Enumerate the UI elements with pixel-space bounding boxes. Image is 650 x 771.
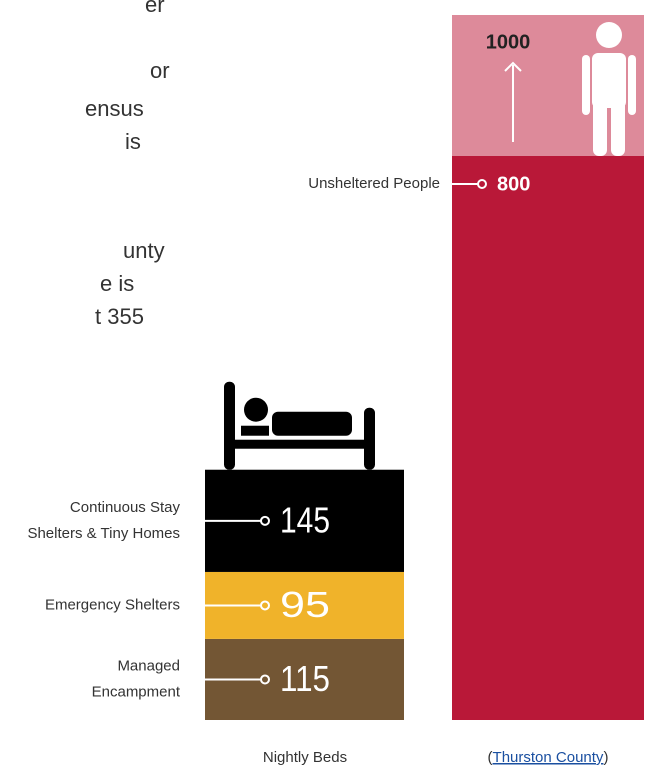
value-label: 145 [280, 499, 330, 540]
segment-label: Emergency Shelters [45, 596, 180, 613]
segment-label: Managed [117, 657, 180, 674]
text-fragment: er [145, 0, 165, 17]
person-arm [582, 55, 590, 115]
text-fragment: t 355 [95, 304, 144, 329]
person-torso [592, 53, 626, 108]
leader-dot [477, 179, 487, 189]
segment-label: Continuous Stay [70, 499, 181, 516]
person-arm [628, 55, 636, 115]
segment-label: Unsheltered People [308, 175, 440, 192]
segment-label: Shelters & Tiny Homes [27, 525, 180, 542]
leader-dot [260, 674, 270, 685]
segment-label: Encampment [92, 683, 181, 700]
source-link[interactable]: Thurston County [493, 749, 604, 766]
bed-pillow [241, 425, 269, 436]
bed-head [244, 397, 268, 422]
arrow-head [504, 61, 522, 72]
value-label: 800 [497, 173, 530, 195]
bed-body [272, 411, 352, 436]
person-head [596, 22, 622, 48]
bed-icon [224, 381, 375, 470]
source-paren: ) [603, 749, 608, 766]
value-label: 115 [280, 658, 330, 699]
text-fragment: e is [100, 271, 134, 296]
text-fragment: is [125, 129, 141, 154]
bed-post [364, 407, 375, 470]
text-fragment: or [150, 58, 170, 83]
leader-dot [260, 600, 270, 611]
source: (Thurston County) [488, 749, 609, 766]
bed-post [224, 381, 235, 470]
person-icon [582, 22, 636, 156]
leader-dot [260, 515, 270, 526]
value-label: 95 [280, 584, 330, 625]
bar-label: Nightly Beds [263, 749, 347, 766]
value-label: 1000 [486, 31, 531, 53]
person-leg [593, 100, 607, 156]
bed-frame [224, 439, 374, 449]
person-leg [611, 100, 625, 156]
source-paren: ( [488, 749, 493, 766]
bar-segment [452, 156, 644, 720]
text-fragment: ensus [85, 96, 144, 121]
text-fragment: unty [123, 238, 165, 263]
